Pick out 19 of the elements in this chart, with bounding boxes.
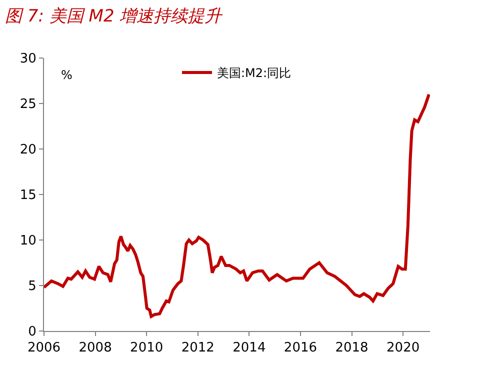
x-tick-label: 2010	[130, 340, 164, 356]
y-tick-label: 5	[28, 279, 36, 294]
y-tick-label: 30	[20, 52, 36, 67]
x-tick-label: 2008	[78, 340, 112, 356]
x-tick-label: 2014	[232, 340, 266, 356]
x-tick-label: 2018	[335, 340, 368, 356]
chart-title: 图 7: 美国 M2 增速持续提升	[5, 6, 224, 26]
legend-label: 美国:M2:同比	[217, 66, 292, 80]
x-tick-label: 2006	[27, 340, 61, 356]
y-tick-label: 25	[20, 97, 36, 112]
x-tick-label: 2020	[386, 340, 420, 356]
y-tick-label: 0	[28, 324, 36, 340]
x-tick-label: 2012	[181, 340, 214, 356]
y-tick-label: 20	[20, 142, 36, 158]
y-axis-title: %	[61, 68, 72, 82]
x-tick-label: 2016	[284, 340, 318, 356]
line-series	[44, 92, 430, 318]
y-tick-label: 10	[20, 234, 36, 249]
y-tick-label: 15	[20, 188, 36, 204]
